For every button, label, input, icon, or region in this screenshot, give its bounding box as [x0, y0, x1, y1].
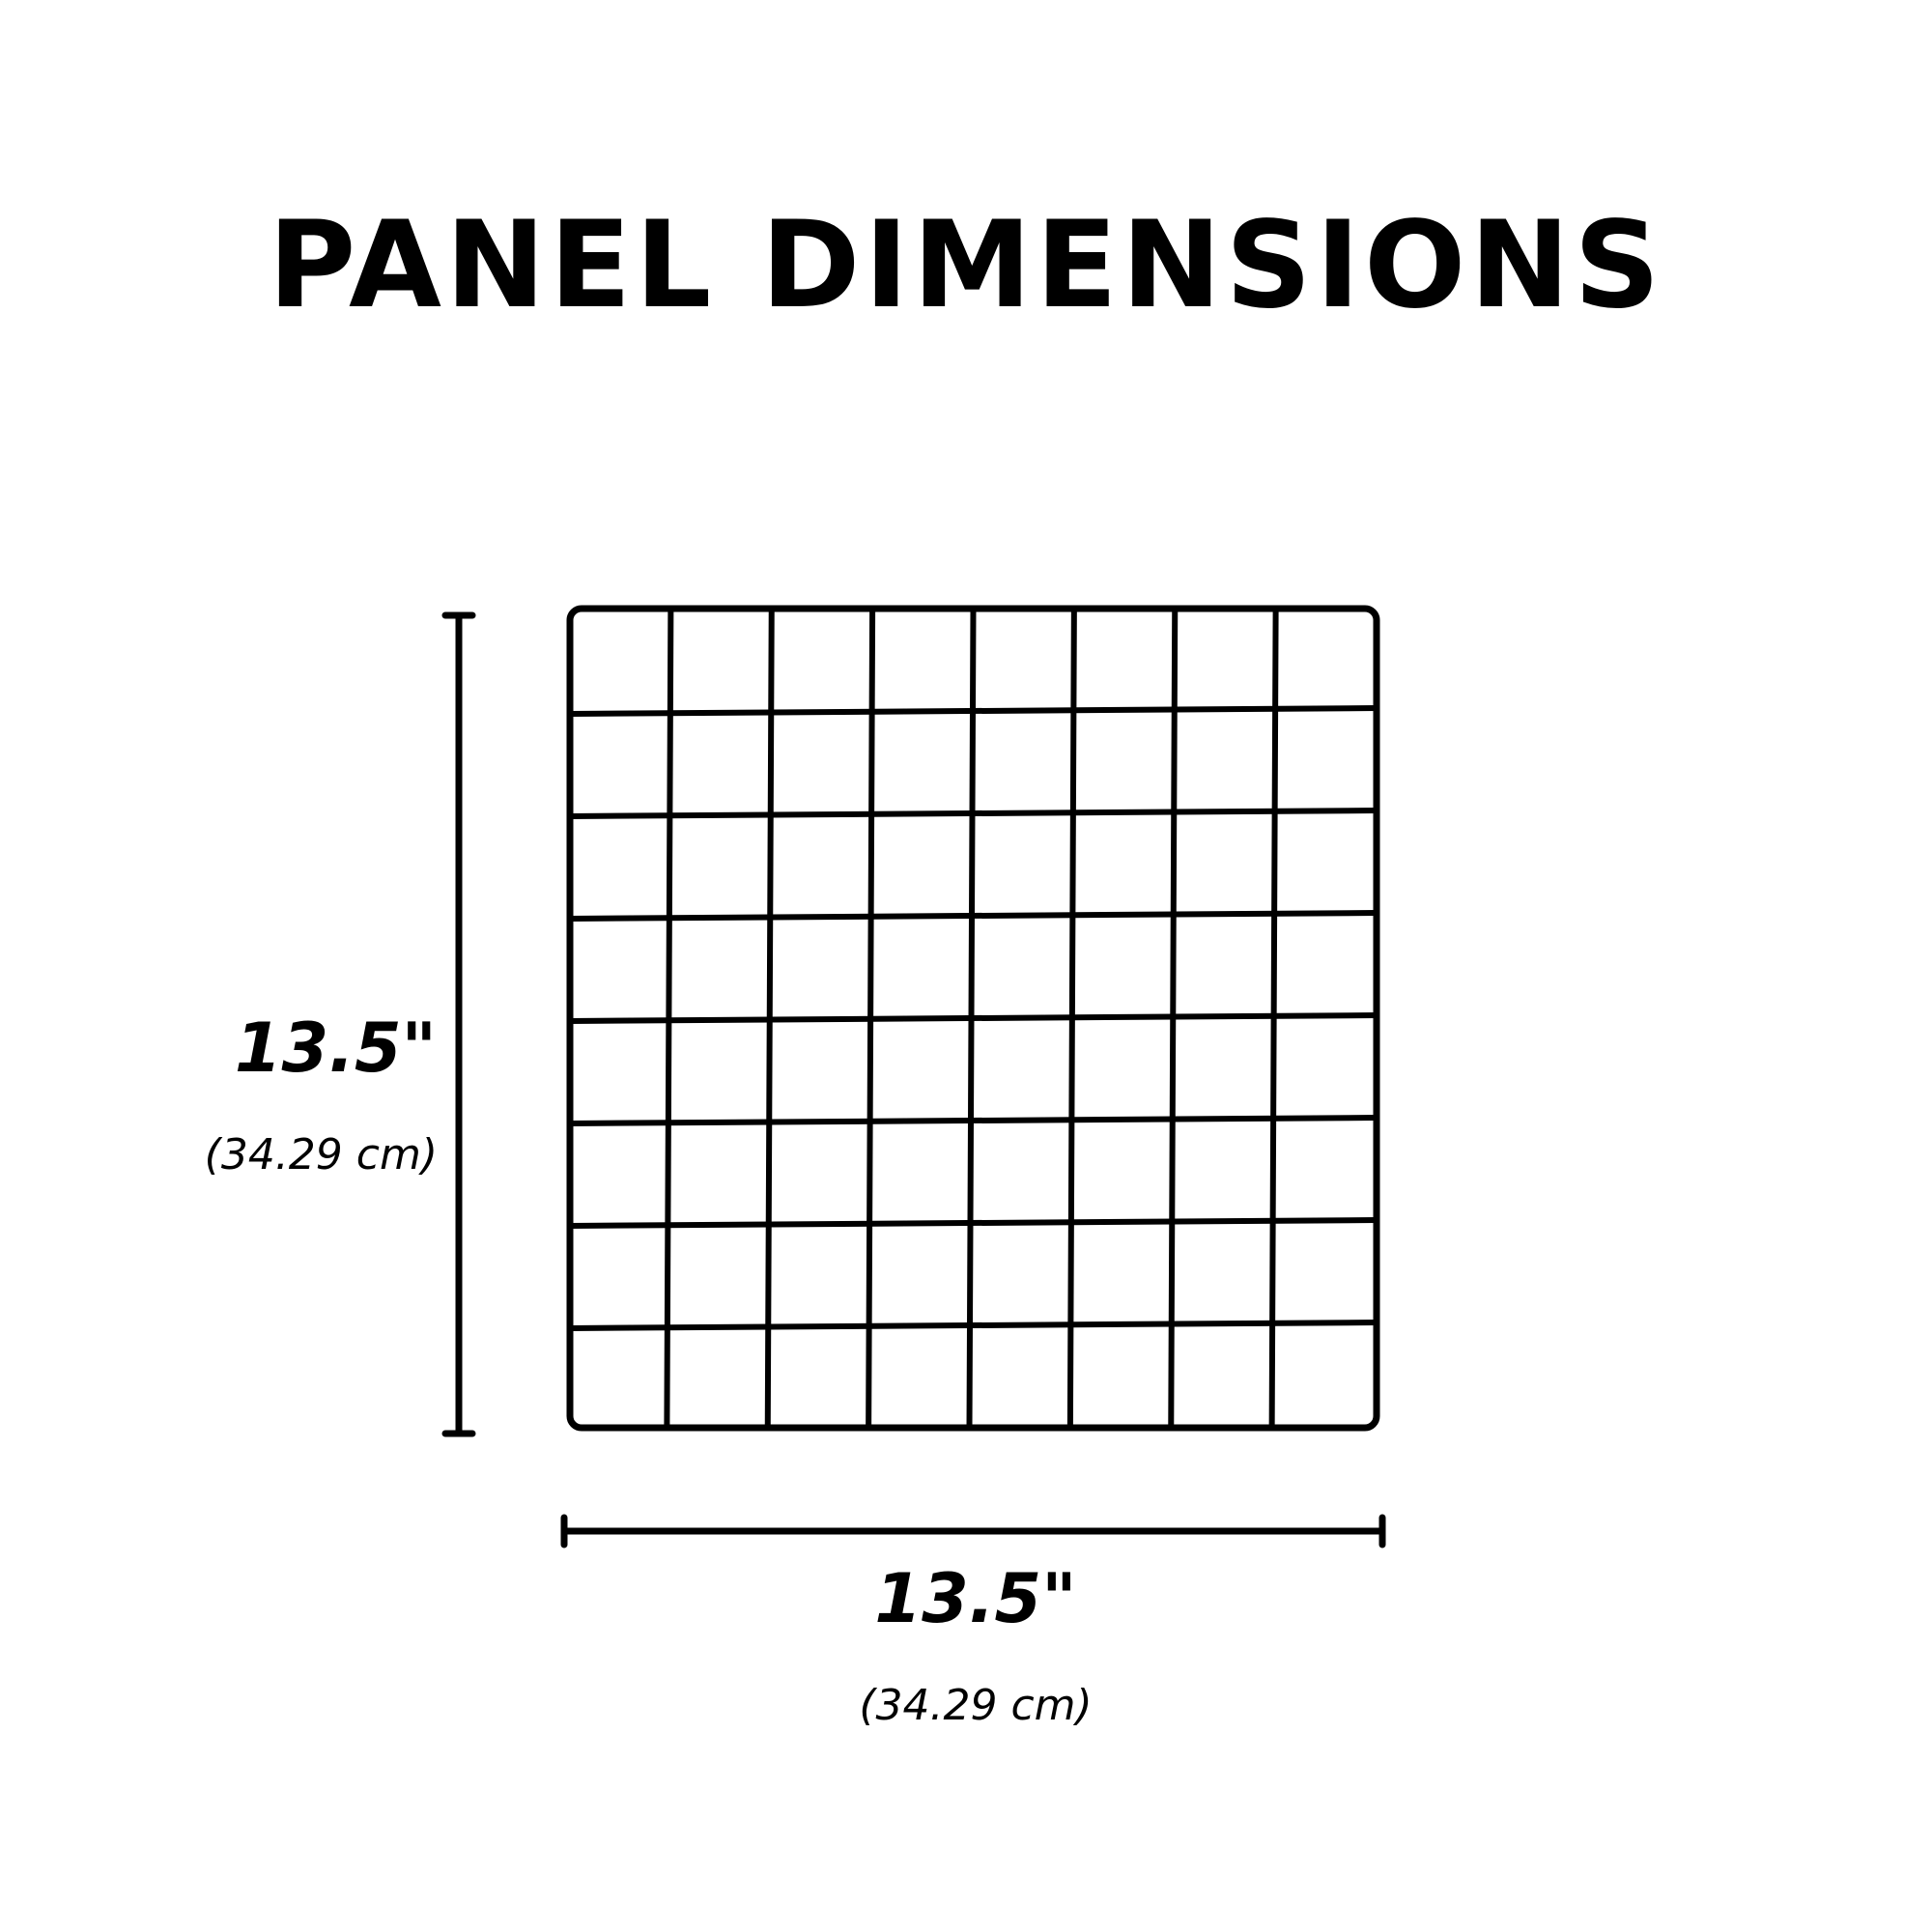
horizontal-wire — [567, 808, 1379, 819]
width-dimension-line — [560, 1514, 1386, 1548]
width-imperial-label: 13.5" — [874, 1559, 1077, 1638]
wire-grid-panel — [566, 605, 1380, 1432]
horizontal-wire — [567, 910, 1379, 922]
height-metric-label: (34.29 cm) — [204, 1130, 438, 1179]
height-imperial-label: 13.5" — [234, 1009, 437, 1088]
horizontal-wire — [567, 1115, 1379, 1126]
horizontal-wire — [567, 1012, 1379, 1024]
page-title: PANEL DIMENSIONS — [268, 196, 1664, 335]
grid-lines — [567, 606, 1379, 1431]
horizontal-wire — [567, 705, 1379, 717]
width-metric-label: (34.29 cm) — [859, 1681, 1093, 1730]
height-dimension-line — [441, 611, 476, 1437]
horizontal-wire — [567, 1320, 1379, 1331]
horizontal-wire — [567, 1217, 1379, 1229]
